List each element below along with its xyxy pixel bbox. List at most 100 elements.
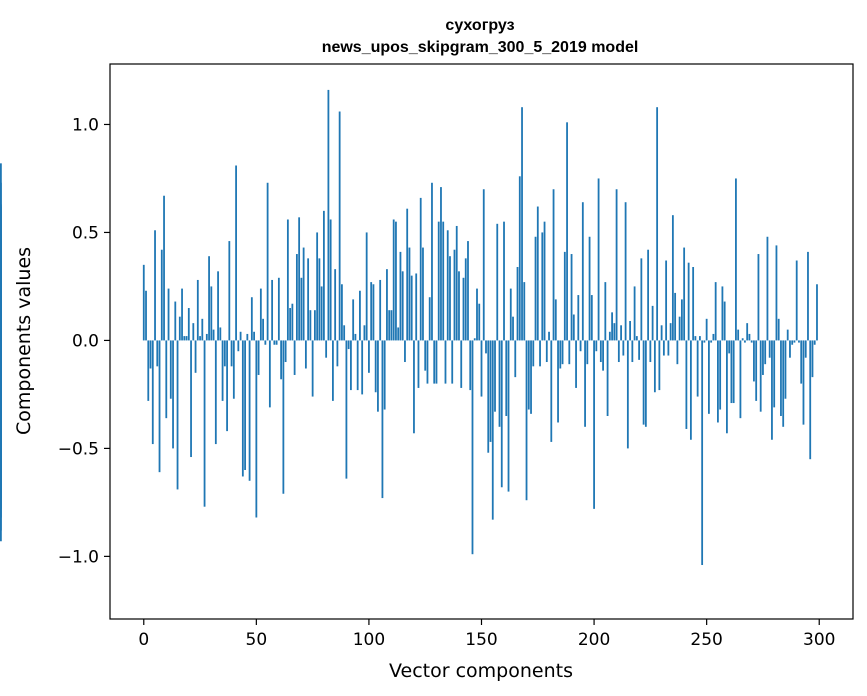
bar-123 [419, 197, 422, 341]
bar-60 [277, 277, 280, 341]
y-tick-label: 1.0 [72, 115, 99, 135]
bar-224 [647, 249, 650, 341]
bar-174 [534, 236, 537, 341]
bar-288 [791, 340, 794, 345]
bar-51 [257, 340, 260, 375]
bar-236 [674, 292, 677, 341]
bar-85 [334, 269, 337, 341]
bar-114 [399, 251, 402, 341]
bar-173 [532, 340, 535, 367]
bar-93 [352, 299, 355, 341]
bar-13 [172, 340, 174, 449]
bar-261 [730, 340, 733, 404]
chart-title: сухогруз [445, 17, 514, 34]
bar-244 [692, 267, 695, 341]
bar-206 [606, 340, 609, 416]
bar-98 [363, 325, 366, 341]
bar-112 [395, 221, 397, 341]
x-tick-label: 150 [465, 630, 497, 650]
bar-240 [683, 247, 686, 341]
bar-216 [629, 320, 631, 341]
bar-75 [311, 340, 314, 397]
bar-124 [422, 247, 424, 341]
bar-0 [142, 264, 145, 341]
bar-254 [714, 282, 717, 341]
bar-154 [489, 340, 492, 442]
bar-162 [507, 340, 510, 492]
bar-194 [579, 340, 582, 352]
bar-214 [624, 202, 627, 341]
bar-115 [401, 271, 404, 341]
bar-191 [572, 314, 575, 341]
bar-287 [789, 340, 791, 358]
bar-153 [487, 340, 490, 453]
bar-223 [644, 340, 647, 427]
bar-259 [726, 340, 728, 434]
bar-undefined [0, 340, 2, 499]
bar-90 [345, 340, 348, 479]
bar-59 [275, 340, 278, 345]
bar-42 [237, 340, 240, 352]
bar-187 [563, 251, 566, 341]
bar-120 [413, 340, 415, 434]
bar-7 [158, 340, 161, 473]
bar-68 [295, 254, 298, 341]
bar-19 [185, 336, 188, 341]
bar-198 [588, 236, 591, 341]
bar-196 [584, 340, 586, 427]
bar-168 [521, 107, 523, 341]
bar-111 [392, 219, 395, 341]
bar-157 [496, 223, 499, 341]
bar-264 [737, 329, 740, 341]
bar-50 [255, 340, 258, 518]
bar-211 [617, 340, 620, 363]
bar-105 [379, 279, 382, 341]
bar-281 [775, 245, 778, 341]
bar-151 [482, 189, 485, 341]
bar-181 [550, 340, 553, 442]
bar-155 [491, 340, 494, 520]
bar-67 [293, 340, 296, 375]
bar-245 [694, 336, 697, 341]
bar-146 [471, 340, 474, 555]
bar-29 [208, 256, 210, 341]
bar-251 [708, 340, 710, 414]
bar-63 [284, 340, 287, 363]
bar-14 [174, 301, 177, 341]
bar-34 [219, 327, 222, 341]
bar-108 [386, 269, 388, 341]
bar-44 [241, 340, 244, 477]
bar-200 [593, 340, 595, 509]
bar-92 [350, 340, 352, 391]
bar-103 [374, 340, 377, 393]
bar-284 [782, 340, 785, 427]
bar-57 [271, 279, 274, 341]
bar-66 [291, 303, 294, 341]
bar-292 [800, 340, 803, 384]
bar-148 [476, 288, 478, 341]
bar-16 [178, 316, 181, 341]
bar-170 [525, 340, 528, 501]
bar-135 [446, 230, 449, 341]
bar-186 [561, 340, 564, 365]
bar-129 [433, 340, 436, 384]
bar-253 [712, 333, 715, 341]
bar-39 [230, 340, 233, 367]
bar-282 [777, 318, 780, 341]
bar-156 [494, 340, 496, 412]
bar-207 [608, 331, 611, 341]
bar-166 [516, 267, 519, 341]
bar-36 [223, 340, 226, 367]
bar-64 [286, 219, 289, 341]
bar-61 [280, 340, 283, 380]
bar-280 [773, 340, 776, 408]
bar-106 [381, 340, 384, 499]
bar-144 [467, 241, 469, 341]
bar-294 [804, 340, 807, 358]
bar-277 [766, 236, 769, 341]
bar-122 [417, 340, 420, 388]
bar-134 [444, 340, 447, 384]
bar-219 [635, 336, 638, 341]
bar-247 [699, 336, 701, 341]
